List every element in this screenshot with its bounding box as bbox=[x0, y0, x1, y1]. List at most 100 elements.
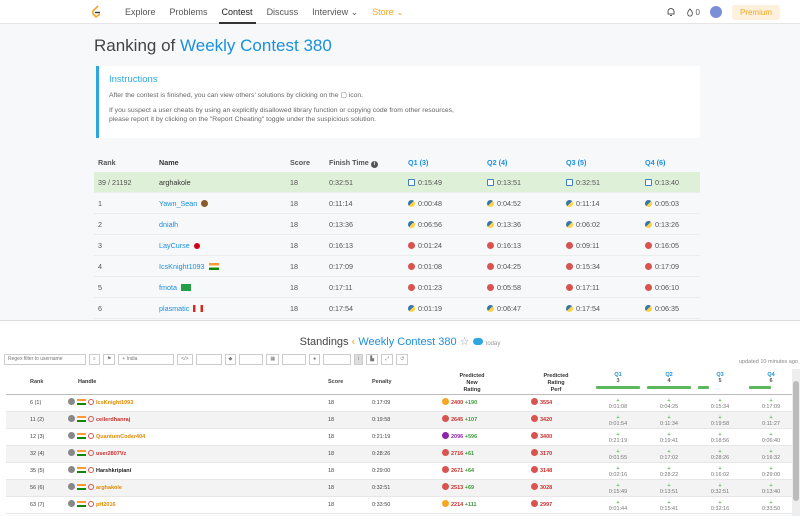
q3-cell[interactable]: 0:17:11 bbox=[566, 277, 599, 298]
col-q1[interactable]: Q1 (3) bbox=[408, 158, 429, 167]
q2-cell[interactable]: 0:13:36 bbox=[487, 214, 521, 235]
rating-dot-icon bbox=[442, 449, 449, 456]
bell-icon[interactable] bbox=[666, 7, 676, 17]
user-link[interactable]: LayCurse bbox=[159, 241, 190, 250]
tag-icon[interactable]: ◆ bbox=[224, 353, 237, 365]
q4-cell[interactable]: 0:05:03 bbox=[645, 193, 679, 214]
col-rank[interactable]: Rank bbox=[30, 379, 44, 385]
score-cell: 18 bbox=[290, 220, 298, 229]
finish-time-cell: 0:16:13 bbox=[329, 241, 353, 250]
col-q3[interactable]: Q3 (5) bbox=[566, 158, 587, 167]
q3-cell[interactable]: 0:32:51 bbox=[566, 172, 600, 193]
refresh-badge-icon[interactable] bbox=[472, 338, 483, 345]
expand-icon[interactable]: ⤢ bbox=[381, 353, 394, 365]
streak-counter[interactable]: 0 bbox=[686, 8, 700, 17]
language-filter-input[interactable] bbox=[195, 353, 222, 365]
python-icon bbox=[645, 200, 652, 207]
nav-explore[interactable]: Explore bbox=[125, 7, 156, 17]
user-link[interactable]: fmota bbox=[159, 283, 177, 292]
q2-cell[interactable]: 0:16:13 bbox=[487, 235, 521, 256]
col-score[interactable]: Score bbox=[328, 379, 344, 385]
col-predicted-perf[interactable]: Predicted Rating Perf bbox=[531, 373, 581, 394]
user-link[interactable]: dnialh bbox=[159, 220, 179, 229]
q3-cell[interactable]: 0:09:11 bbox=[566, 235, 599, 256]
q2-cell[interactable]: 0:06:47 bbox=[487, 298, 521, 319]
solved-plus-icon: + bbox=[616, 398, 620, 404]
country-filter[interactable]: + India bbox=[118, 353, 175, 365]
nav-discuss[interactable]: Discuss bbox=[266, 7, 299, 17]
q1-cell[interactable]: 0:00:48 bbox=[408, 193, 442, 214]
q1-cell[interactable]: 0:01:19 bbox=[408, 298, 442, 319]
contest-link[interactable]: Weekly Contest 380 bbox=[180, 36, 332, 55]
streak-count: 0 bbox=[695, 7, 700, 17]
q3-cell[interactable]: 0:15:34 bbox=[566, 256, 600, 277]
scrollbar-thumb[interactable] bbox=[793, 381, 799, 501]
tag-filter-input[interactable] bbox=[239, 353, 264, 365]
q2-cell[interactable]: 0:04:25 bbox=[487, 256, 521, 277]
user-handle-link[interactable]: ceilerdhanraj bbox=[96, 417, 131, 423]
user-link[interactable]: Yawn_Sean bbox=[159, 199, 198, 208]
premium-button[interactable]: Premium bbox=[731, 4, 780, 20]
q4-cell[interactable]: 0:06:10 bbox=[645, 277, 679, 298]
q2-cell[interactable]: 0:05:58 bbox=[487, 277, 521, 298]
q4-cell[interactable]: 0:17:09 bbox=[645, 256, 679, 277]
nav-store[interactable]: Store ⌄ bbox=[365, 0, 411, 24]
q1-cell[interactable]: 0:01:08 bbox=[408, 256, 442, 277]
user-handle-link[interactable]: pH2016 bbox=[96, 502, 116, 508]
info-icon[interactable]: i bbox=[370, 161, 378, 168]
user-link[interactable]: plasmatic bbox=[159, 304, 190, 313]
code-filter-icon[interactable]: </> bbox=[177, 353, 193, 365]
q4-cell[interactable]: 0:06:35 bbox=[645, 298, 679, 319]
q3-cell[interactable]: 0:17:54 bbox=[566, 298, 600, 319]
solved-plus-icon: + bbox=[769, 415, 773, 421]
q4-cell[interactable]: 0:13:26 bbox=[645, 214, 679, 235]
search-icon[interactable]: ⌕ bbox=[89, 353, 100, 365]
q4-cell[interactable]: 0:16:05 bbox=[645, 235, 679, 256]
col-q2[interactable]: Q2 4 bbox=[647, 372, 691, 389]
col-handle[interactable]: Handle bbox=[78, 379, 97, 385]
star-icon[interactable]: ☆ bbox=[459, 336, 470, 348]
q1-cell[interactable]: 0:01:24 bbox=[408, 235, 442, 256]
nav-contest[interactable]: Contest bbox=[215, 0, 260, 24]
q4-cell[interactable]: 0:13:40 bbox=[645, 172, 679, 193]
q2-cell[interactable]: 0:04:52 bbox=[487, 193, 521, 214]
col-q2[interactable]: Q2 (4) bbox=[487, 158, 508, 167]
predicted-rating-cell: 2513 +69 bbox=[442, 480, 502, 497]
chat-icon[interactable]: ● bbox=[309, 353, 321, 365]
nav-interview[interactable]: Interview ⌄ bbox=[305, 0, 365, 24]
col-predicted-new-rating[interactable]: Predicted New Rating bbox=[442, 373, 502, 394]
user-handle-link[interactable]: Harshkripiani bbox=[96, 468, 132, 474]
q1-cell[interactable]: 0:06:56 bbox=[408, 214, 442, 235]
nav-problems[interactable]: Problems bbox=[169, 7, 208, 17]
scrollbar[interactable] bbox=[792, 369, 800, 516]
col-q4[interactable]: Q4 6 bbox=[749, 372, 793, 389]
perf-dot-icon bbox=[531, 398, 538, 405]
user-handle-link[interactable]: QuantumCoder404 bbox=[96, 434, 146, 440]
date-filter-input[interactable] bbox=[282, 353, 307, 365]
info-toggle-icon[interactable]: i bbox=[354, 353, 364, 365]
calendar-icon[interactable]: ▦ bbox=[266, 353, 280, 365]
col-q4[interactable]: Q4 (6) bbox=[645, 158, 666, 167]
user-avatar[interactable] bbox=[709, 6, 722, 18]
q2-cell[interactable]: 0:13:51 bbox=[487, 172, 521, 193]
col-q1[interactable]: Q1 3 bbox=[596, 372, 640, 389]
user-handle-link[interactable]: arghakole bbox=[96, 485, 122, 491]
q1-cell[interactable]: 0:15:49 bbox=[408, 172, 442, 193]
q2-time: 0:04:52 bbox=[497, 199, 521, 208]
username-filter-input[interactable] bbox=[4, 353, 86, 365]
flag-filter-icon[interactable]: ⚑ bbox=[102, 353, 116, 365]
q3-cell[interactable]: 0:06:02 bbox=[566, 214, 600, 235]
standings-contest-link[interactable]: Weekly Contest 380 bbox=[358, 336, 457, 348]
comment-filter-input[interactable] bbox=[323, 353, 352, 365]
reset-icon[interactable]: ↺ bbox=[396, 353, 409, 365]
q1-cell[interactable]: 0:01:23 bbox=[408, 277, 442, 298]
q3-cell[interactable]: 0:11:14 bbox=[566, 193, 599, 214]
cpp-icon bbox=[487, 263, 494, 270]
user-handle-link[interactable]: IcsKnight1093 bbox=[96, 400, 134, 406]
user-handle-link[interactable]: user2807Vz bbox=[96, 451, 127, 457]
col-penalty[interactable]: Penalty bbox=[372, 379, 392, 385]
col-q3[interactable]: Q3 5 bbox=[698, 372, 742, 389]
leetcode-logo-icon[interactable] bbox=[90, 5, 102, 19]
chart-icon[interactable]: ▙ bbox=[366, 353, 379, 365]
user-link[interactable]: IcsKnight1093 bbox=[159, 262, 205, 271]
